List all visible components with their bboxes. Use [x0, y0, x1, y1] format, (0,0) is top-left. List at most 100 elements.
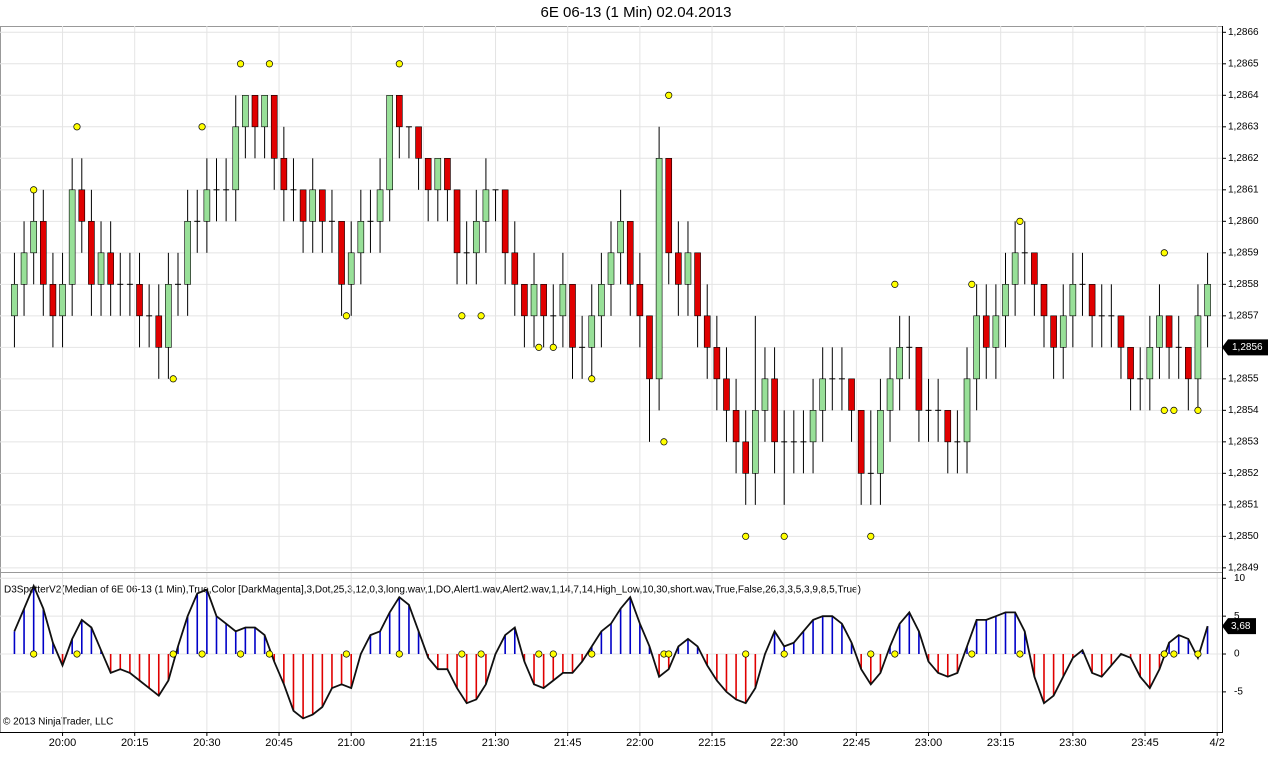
y2-tick-label: 10 [1234, 573, 1246, 584]
candle-body [482, 189, 490, 222]
candle-body [1194, 315, 1202, 380]
candle-body [1127, 347, 1134, 380]
candle-body [886, 378, 894, 411]
candle-body [1002, 284, 1009, 317]
signal-dot-zero [588, 650, 596, 658]
x-tick-label: 23:45 [1131, 737, 1159, 749]
y-tick-label: 1,2863 [1228, 121, 1259, 132]
signal-dot [1160, 249, 1168, 257]
candle-body [20, 252, 28, 285]
candle-body [713, 347, 721, 380]
signal-dot [30, 186, 38, 194]
candle-body [376, 189, 384, 222]
signal-dot-zero [198, 650, 206, 658]
candle-body [607, 252, 615, 285]
candle-body [1088, 284, 1096, 317]
candle-body [424, 158, 432, 191]
x-tick-label: 20:15 [121, 737, 149, 749]
candle-body [357, 221, 365, 254]
candle-body [78, 189, 86, 222]
last-value-label: 3,68 [1231, 621, 1251, 632]
x-tick-label: 4/2 [1210, 737, 1225, 749]
candle-body [1156, 315, 1163, 348]
candle-body [319, 189, 326, 222]
copyright: © 2013 NinjaTrader, LLC [3, 717, 113, 728]
candle-body [521, 284, 528, 317]
candle-body [434, 158, 442, 191]
signal-dot [588, 375, 596, 383]
candle-body [30, 221, 37, 254]
candle-body [944, 410, 952, 443]
x-tick-label: 21:15 [410, 737, 438, 749]
signal-dot [1160, 406, 1168, 414]
signal-dot [237, 60, 245, 68]
candle-body [982, 315, 990, 348]
signal-dot [665, 91, 673, 99]
candle-body [588, 315, 596, 348]
signal-dot [535, 343, 543, 351]
candle-body [665, 158, 673, 254]
signal-dot [549, 343, 557, 351]
candle-body [569, 284, 576, 348]
candle-body [270, 95, 278, 159]
candle-body [1204, 284, 1211, 317]
signal-dot-zero [237, 650, 245, 658]
x-tick-label: 22:30 [770, 737, 798, 749]
signal-dot [1170, 406, 1178, 414]
signal-dot [660, 438, 668, 446]
signal-dot [867, 532, 875, 540]
y-tick-label: 1,2855 [1228, 373, 1259, 384]
y-tick-label: 1,2859 [1228, 247, 1259, 258]
candle-body [857, 410, 865, 474]
candle-body [896, 347, 903, 380]
candle-body [299, 189, 307, 222]
candle-body [107, 252, 114, 285]
candle-body [49, 284, 57, 317]
candle-body [1185, 347, 1192, 380]
signal-dot-zero [265, 650, 273, 658]
signal-dot-zero [549, 650, 557, 658]
signal-dot [891, 280, 899, 288]
signal-dot [169, 375, 177, 383]
candle-body [68, 189, 76, 285]
signal-dot [458, 312, 466, 320]
candle-body [530, 284, 538, 317]
signal-dot-zero [342, 650, 350, 658]
candle-body [1011, 252, 1019, 285]
signal-dot-zero [1016, 650, 1024, 658]
indicator-label: D3SpotterV2(Median of 6E 06-13 (1 Min),T… [4, 585, 861, 596]
x-tick-label: 22:15 [698, 737, 726, 749]
signal-dot-zero [742, 650, 750, 658]
candle-body [732, 410, 740, 443]
candle-body [203, 189, 211, 222]
candle-body [703, 315, 711, 348]
candle-body [59, 284, 66, 317]
signal-dot-zero [395, 650, 403, 658]
candle-body [386, 95, 393, 191]
y-tick-label: 1,2852 [1228, 468, 1259, 479]
signal-dot-zero [535, 650, 543, 658]
marks [11, 60, 1211, 720]
x-tick-label: 21:30 [482, 737, 510, 749]
candle-body [559, 284, 567, 317]
last-price-box [1222, 339, 1268, 356]
candle-body [626, 221, 634, 285]
signal-dot-zero [867, 650, 875, 658]
y-tick-label: 1,2858 [1228, 279, 1259, 290]
y-tick-label: 1,2851 [1228, 499, 1259, 510]
signal-dot-zero [891, 650, 899, 658]
signal-dot-zero [169, 650, 177, 658]
signal-dot [477, 312, 485, 320]
candle-body [915, 347, 923, 411]
y-tick-label: 1,2850 [1228, 531, 1259, 542]
candle-body [1069, 284, 1077, 317]
candle-body [242, 95, 249, 128]
x-tick-label: 22:00 [626, 737, 654, 749]
y-tick-label: 1,2860 [1228, 216, 1259, 227]
signal-dot [342, 312, 350, 320]
candle-body [1146, 347, 1154, 380]
candle-body [347, 252, 355, 285]
y-tick-label: 1,2853 [1228, 436, 1259, 447]
y-tick-label: 1,2854 [1228, 405, 1259, 416]
oscillator-line [13, 583, 1209, 720]
